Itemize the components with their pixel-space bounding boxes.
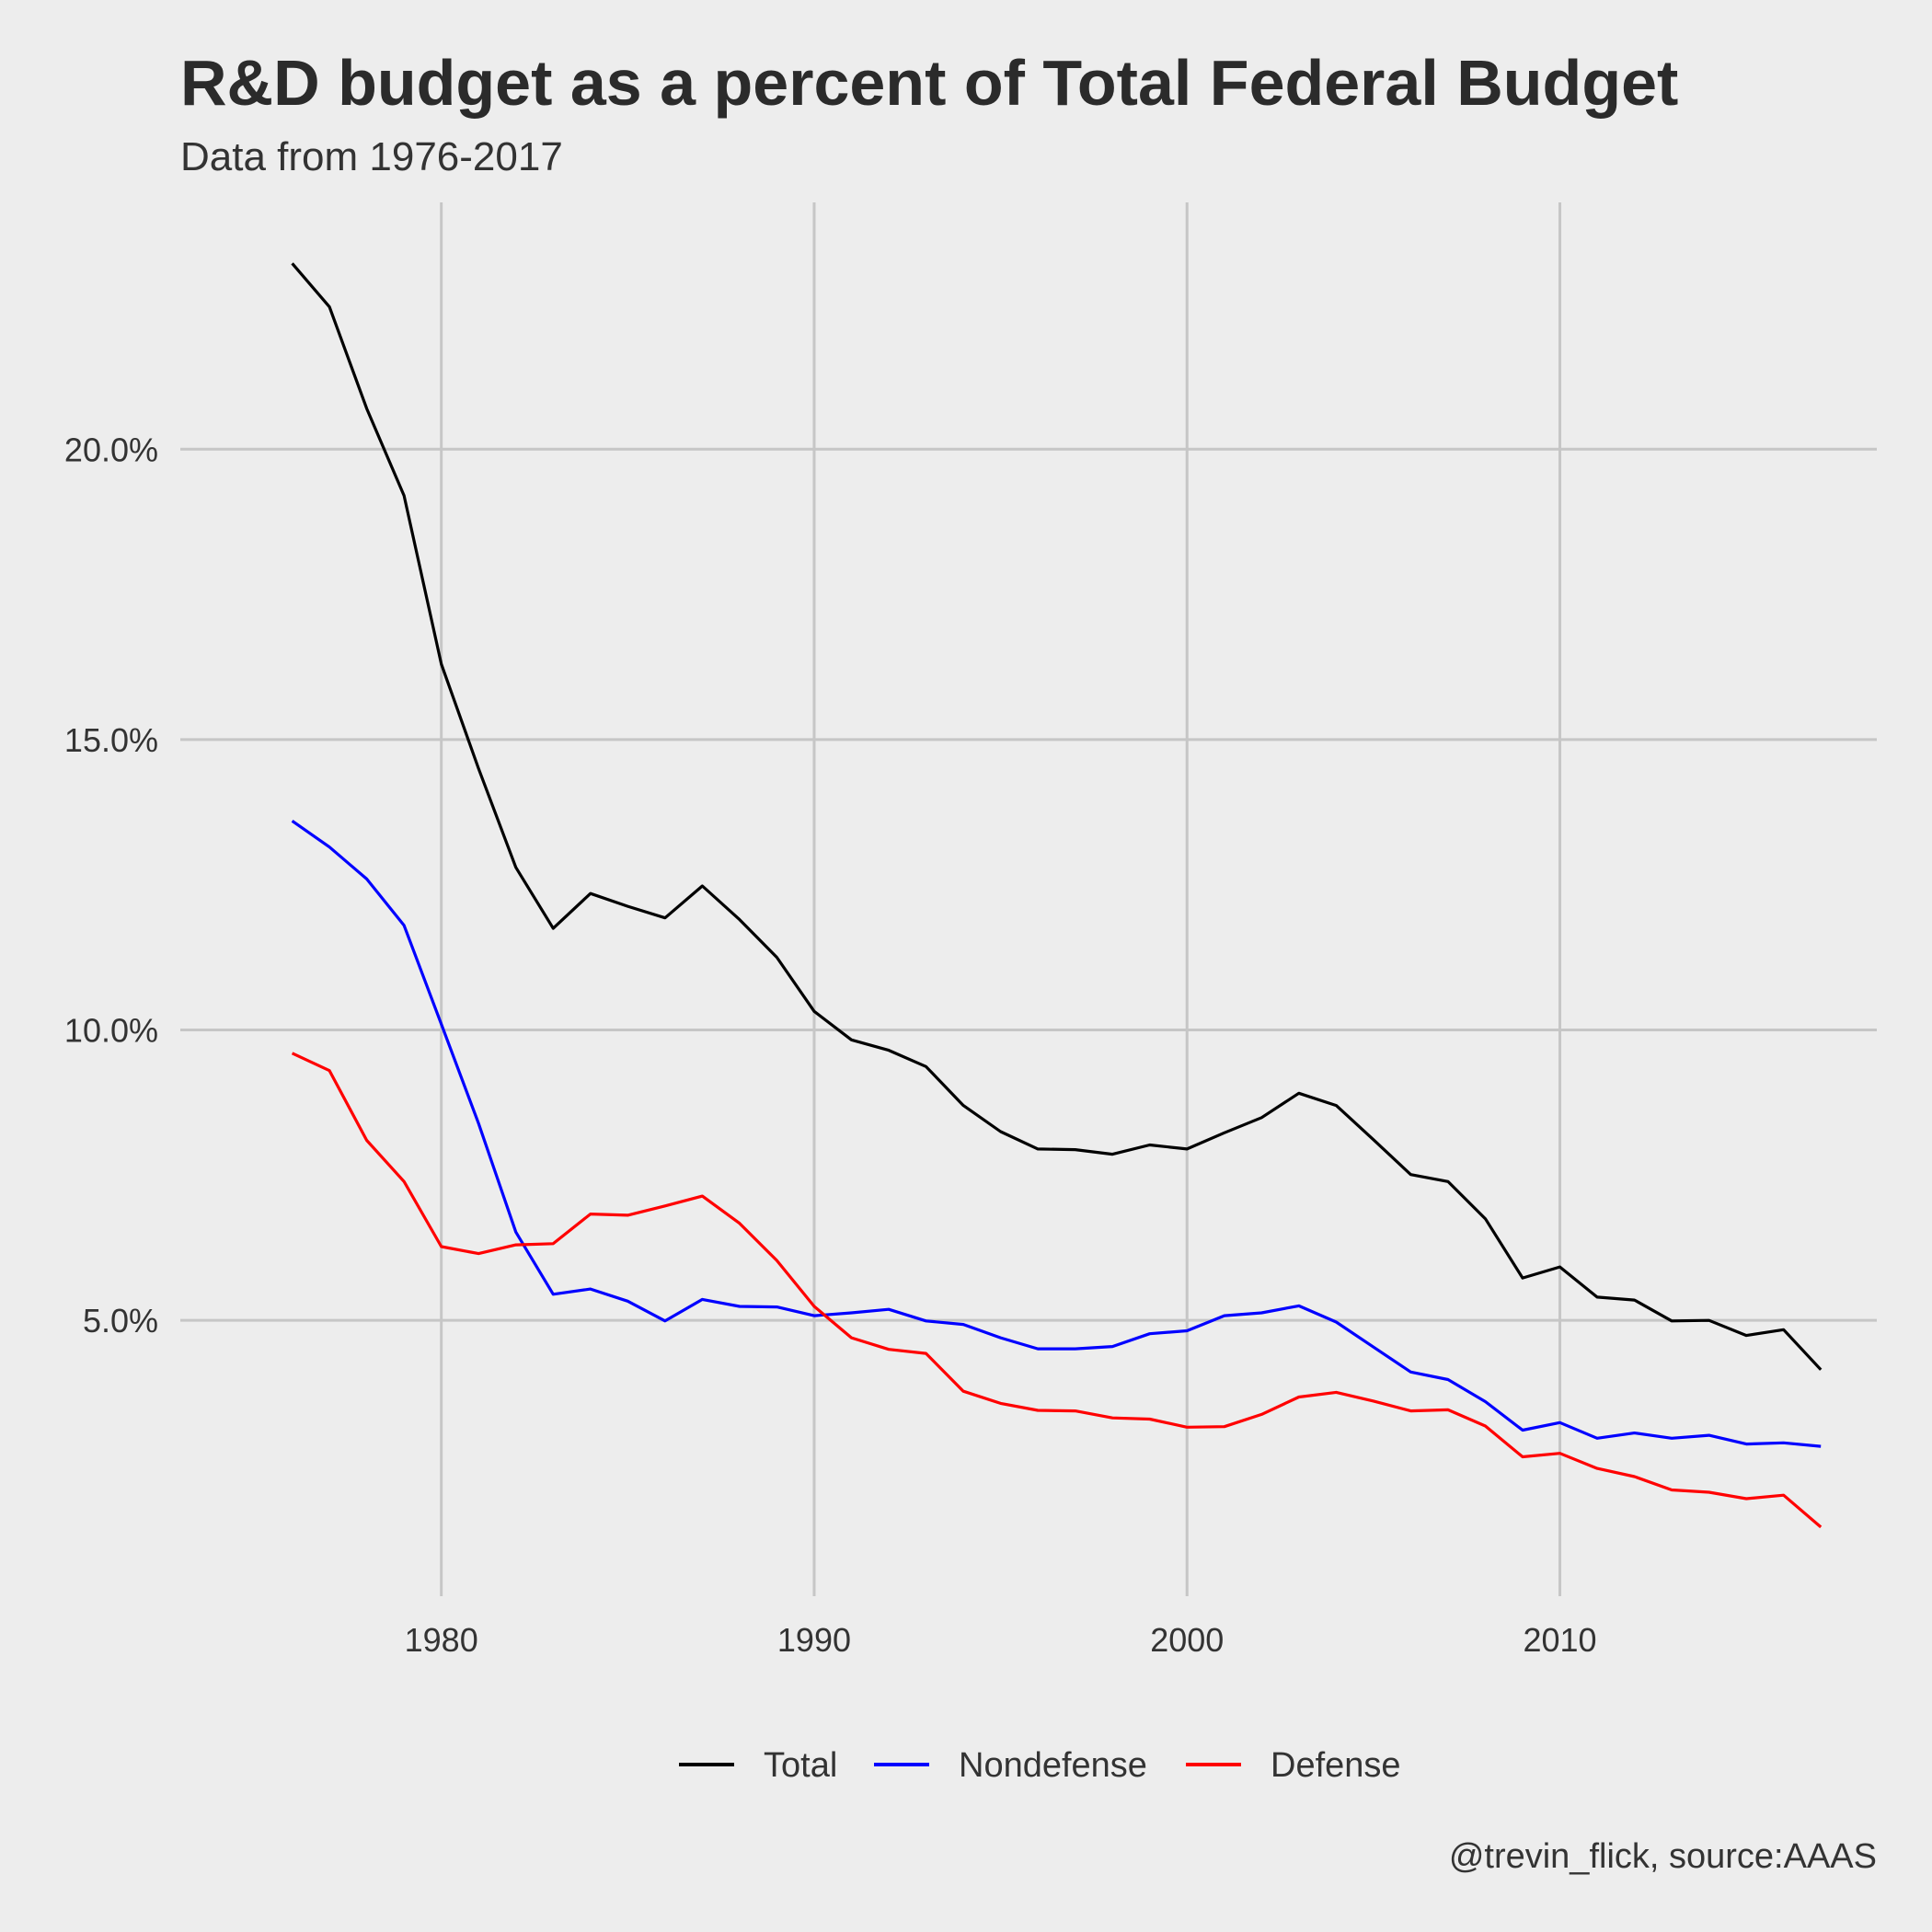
legend-item-defense: Defense <box>1186 1746 1401 1785</box>
series-line-nondefense <box>291 819 1822 1448</box>
series-line-total <box>291 262 1823 1371</box>
y-tick-label: 10.0% <box>64 1012 158 1050</box>
y-tick-label: 15.0% <box>64 721 158 759</box>
y-tick-label: 5.0% <box>83 1302 158 1340</box>
chart-caption: @trevin_flick, source:AAAS <box>1449 1837 1877 1876</box>
series-lines <box>291 262 1823 1529</box>
chart-title: R&D budget as a percent of Total Federal… <box>180 47 1678 119</box>
grid-lines <box>180 202 1877 1596</box>
axis-tick-labels: 5.0% 10.0% 15.0% 20.0% 1980 1990 2000 2010 <box>64 431 1597 1659</box>
x-tick-label: 2010 <box>1523 1621 1596 1659</box>
legend: Total Nondefense Defense <box>679 1746 1401 1785</box>
y-tick-label: 20.0% <box>64 431 158 468</box>
x-tick-label: 1980 <box>405 1621 478 1659</box>
legend-label: Total <box>764 1746 837 1785</box>
x-tick-label: 1990 <box>777 1621 851 1659</box>
legend-label: Nondefense <box>959 1746 1147 1785</box>
chart-subtitle: Data from 1976-2017 <box>180 134 563 179</box>
legend-label: Defense <box>1271 1746 1401 1785</box>
legend-item-nondefense: Nondefense <box>874 1746 1147 1785</box>
series-line-defense <box>291 1052 1823 1529</box>
legend-item-total: Total <box>679 1746 837 1785</box>
x-tick-label: 2000 <box>1150 1621 1224 1659</box>
